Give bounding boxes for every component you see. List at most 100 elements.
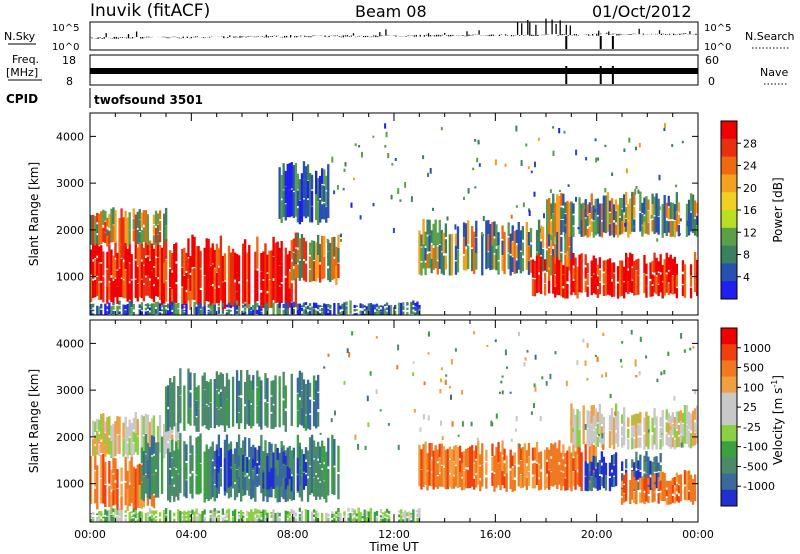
data-cell xyxy=(292,301,296,308)
data-cell xyxy=(631,254,634,267)
data-cell xyxy=(539,225,543,239)
data-cell xyxy=(122,438,125,457)
data-cell xyxy=(576,441,579,455)
data-cell xyxy=(215,243,219,273)
data-cell xyxy=(327,303,330,308)
data-cell xyxy=(604,475,608,491)
data-cell xyxy=(584,424,587,430)
data-cell xyxy=(142,247,146,265)
data-cell xyxy=(671,477,675,485)
data-cell xyxy=(315,302,318,308)
time-axis-labels: 00:00 04:00 08:00 12:00 16:00 20:00 00:00 xyxy=(74,528,714,541)
data-cell xyxy=(620,359,622,363)
data-cell xyxy=(187,510,190,522)
data-cell xyxy=(566,284,569,299)
data-cell xyxy=(217,510,221,514)
data-cell xyxy=(199,513,202,522)
data-cell xyxy=(140,465,144,482)
data-cell xyxy=(419,427,422,432)
data-cell xyxy=(586,215,589,227)
data-cell xyxy=(112,423,115,458)
data-cell xyxy=(290,516,293,521)
data-cell xyxy=(440,420,443,426)
data-cell xyxy=(94,471,97,487)
data-cell xyxy=(142,416,146,435)
data-cell xyxy=(594,208,597,213)
data-cell xyxy=(217,306,221,310)
data-cell xyxy=(325,304,328,315)
data-cell xyxy=(185,512,188,515)
data-cell xyxy=(631,471,634,500)
freq-top-value: 18 xyxy=(62,54,76,67)
data-cell xyxy=(233,448,237,465)
data-cell xyxy=(527,443,531,457)
data-cell xyxy=(481,465,484,487)
data-cell xyxy=(116,435,119,454)
freq-bottom-value: 8 xyxy=(66,75,73,88)
freq-band xyxy=(90,68,698,74)
data-cell xyxy=(325,451,328,503)
data-cell xyxy=(262,472,265,489)
data-cell xyxy=(102,227,105,243)
data-cell xyxy=(148,312,152,315)
data-cell xyxy=(100,309,103,315)
data-cell xyxy=(602,431,606,449)
data-cell xyxy=(211,478,214,498)
data-cell xyxy=(515,205,518,208)
data-cell xyxy=(286,466,289,486)
data-cell xyxy=(217,309,221,314)
data-cell xyxy=(389,304,393,315)
data-cell xyxy=(507,253,510,270)
data-cell xyxy=(110,508,113,515)
data-cell xyxy=(246,456,249,473)
data-cell xyxy=(256,449,259,462)
data-cell xyxy=(335,246,338,266)
data-cell xyxy=(527,260,531,275)
data-cell xyxy=(262,452,265,470)
data-cell xyxy=(312,240,316,260)
data-cell xyxy=(552,274,555,294)
data-cell xyxy=(641,214,644,225)
data-cell xyxy=(598,476,602,490)
data-cell xyxy=(462,470,466,490)
data-cell xyxy=(548,232,551,247)
data-cell xyxy=(412,307,415,310)
data-cell xyxy=(677,474,681,485)
data-cell xyxy=(471,445,474,487)
data-cell xyxy=(106,516,109,522)
time-tick-label: 16:00 xyxy=(479,528,511,541)
data-cell xyxy=(519,475,523,489)
data-cell xyxy=(173,301,176,315)
data-cell xyxy=(651,274,654,285)
data-cell xyxy=(541,376,544,380)
data-cell xyxy=(327,437,330,467)
data-cell xyxy=(128,300,131,314)
data-cell xyxy=(148,260,152,279)
data-cell xyxy=(577,227,580,230)
data-cell xyxy=(242,473,245,490)
data-cell xyxy=(602,332,605,337)
data-cell xyxy=(600,221,604,238)
data-cell xyxy=(136,464,139,508)
data-cell xyxy=(308,307,312,311)
data-cell xyxy=(156,301,160,315)
data-cell xyxy=(175,242,178,262)
data-cell xyxy=(527,166,530,170)
data-cell xyxy=(556,223,559,270)
data-cell xyxy=(160,313,164,315)
data-cell xyxy=(96,212,99,223)
data-cell xyxy=(566,450,569,491)
data-cell xyxy=(114,210,117,243)
data-cell xyxy=(436,261,439,275)
data-cell xyxy=(586,463,589,492)
data-cell xyxy=(270,468,273,487)
data-cell xyxy=(614,210,618,223)
data-cell xyxy=(154,210,158,226)
data-cell xyxy=(319,244,322,263)
data-cell xyxy=(454,466,458,487)
data-cell xyxy=(128,437,131,456)
data-cell xyxy=(619,197,622,217)
data-cell xyxy=(96,518,99,522)
data-cell xyxy=(458,472,462,488)
data-cell xyxy=(306,311,310,315)
